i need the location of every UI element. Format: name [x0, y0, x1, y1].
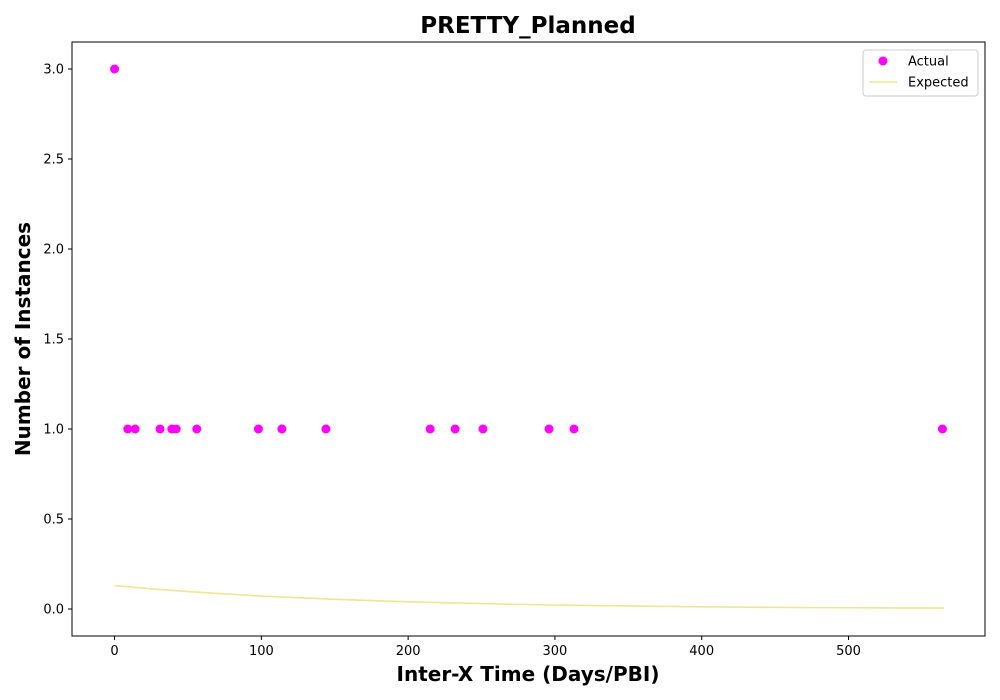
y-axis-label: Number of Instances [11, 222, 35, 456]
actual-point [192, 424, 202, 434]
legend-label: Expected [908, 76, 969, 91]
x-tick-label: 500 [836, 644, 861, 659]
actual-point [253, 424, 263, 434]
x-tick-label: 300 [543, 644, 568, 659]
y-tick-label: 2.5 [43, 153, 64, 168]
x-tick-label: 0 [110, 644, 118, 659]
actual-point [478, 424, 488, 434]
actual-point [130, 424, 140, 434]
x-tick-label: 100 [249, 644, 274, 659]
legend-label: Actual [908, 55, 949, 70]
y-tick-label: 0.5 [43, 513, 64, 528]
x-axis-label: Inter-X Time (Days/PBI) [397, 662, 660, 686]
y-tick-label: 0.0 [43, 603, 64, 618]
y-tick-label: 3.0 [43, 63, 64, 78]
actual-point [425, 424, 435, 434]
x-tick-label: 400 [689, 644, 714, 659]
actual-point [321, 424, 331, 434]
y-tick-label: 1.0 [43, 423, 64, 438]
actual-point [123, 424, 133, 434]
actual-point [937, 424, 947, 434]
actual-point [110, 64, 120, 74]
legend: Actual Expected [862, 49, 979, 97]
legend-box [862, 49, 979, 97]
legend-marker-actual [878, 56, 888, 66]
actual-point [171, 424, 181, 434]
plot-area: 0 100 200 300 400 500 0.0 0.5 1.0 1.5 2.0 2.5 3.0 [43, 41, 986, 659]
chart-title: PRETTY_Planned [420, 13, 635, 39]
actual-point [544, 424, 554, 434]
actual-point [155, 424, 165, 434]
y-tick-label: 2.0 [43, 243, 64, 258]
actual-point [277, 424, 287, 434]
x-tick-label: 200 [396, 644, 421, 659]
actual-point [569, 424, 579, 434]
expected-line [114, 584, 944, 609]
actual-point [450, 424, 460, 434]
y-tick-label: 1.5 [43, 333, 64, 348]
